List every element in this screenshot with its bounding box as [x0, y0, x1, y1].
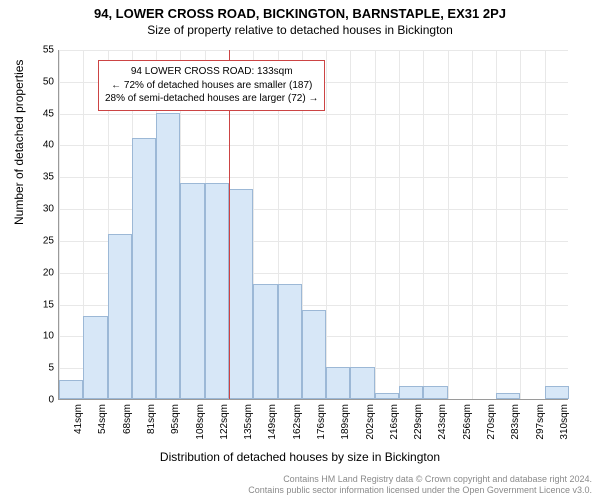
- x-tick-label: 162sqm: [292, 404, 303, 440]
- x-tick-label: 256sqm: [462, 404, 473, 440]
- x-tick-label: 95sqm: [170, 404, 181, 434]
- y-tick-label: 5: [26, 363, 54, 374]
- y-tick-label: 0: [26, 395, 54, 406]
- y-tick-label: 35: [26, 172, 54, 183]
- x-tick-label: 108sqm: [195, 404, 206, 440]
- gridline-vertical: [496, 50, 497, 399]
- y-tick-label: 25: [26, 235, 54, 246]
- x-tick-label: 216sqm: [389, 404, 400, 440]
- y-tick-label: 45: [26, 108, 54, 119]
- x-tick-label: 135sqm: [243, 404, 254, 440]
- histogram-bar: [423, 386, 447, 399]
- x-tick-label: 270sqm: [486, 404, 497, 440]
- callout-line: 28% of semi-detached houses are larger (…: [105, 92, 318, 106]
- x-tick-label: 202sqm: [365, 404, 376, 440]
- x-tick-label: 41sqm: [73, 404, 84, 434]
- gridline-vertical: [448, 50, 449, 399]
- y-tick-label: 30: [26, 204, 54, 215]
- y-tick-label: 55: [26, 45, 54, 56]
- x-tick-label: 122sqm: [219, 404, 230, 440]
- gridline-vertical: [423, 50, 424, 399]
- x-axis-label: Distribution of detached houses by size …: [0, 450, 600, 464]
- histogram-bar: [326, 367, 350, 399]
- footer-line: Contains HM Land Registry data © Crown c…: [248, 474, 592, 485]
- histogram-bar: [399, 386, 423, 399]
- footer-line: Contains public sector information licen…: [248, 485, 592, 496]
- histogram-bar: [302, 310, 326, 399]
- histogram-bar: [496, 393, 520, 399]
- histogram-bar: [278, 284, 302, 399]
- chart-subtitle: Size of property relative to detached ho…: [0, 21, 600, 37]
- x-tick-label: 54sqm: [97, 404, 108, 434]
- attribution-footer: Contains HM Land Registry data © Crown c…: [248, 474, 592, 496]
- histogram-bar: [83, 316, 107, 399]
- x-tick-label: 176sqm: [316, 404, 327, 440]
- x-tick-label: 310sqm: [559, 404, 570, 440]
- gridline-vertical: [350, 50, 351, 399]
- gridline-vertical: [375, 50, 376, 399]
- histogram-bar: [205, 183, 229, 399]
- x-tick-label: 149sqm: [267, 404, 278, 440]
- x-tick-label: 68sqm: [122, 404, 133, 434]
- y-tick-label: 50: [26, 76, 54, 87]
- histogram-bar: [156, 113, 180, 399]
- chart-plot-area: 94 LOWER CROSS ROAD: 133sqm ← 72% of det…: [58, 50, 568, 400]
- y-tick-label: 40: [26, 140, 54, 151]
- y-tick-label: 10: [26, 331, 54, 342]
- histogram-bar: [350, 367, 374, 399]
- gridline-vertical: [326, 50, 327, 399]
- gridline-vertical: [545, 50, 546, 399]
- histogram-bar: [545, 386, 569, 399]
- y-axis-label: Number of detached properties: [12, 60, 26, 225]
- histogram-bar: [229, 189, 253, 399]
- gridline-horizontal: [59, 114, 568, 115]
- x-tick-label: 297sqm: [535, 404, 546, 440]
- x-tick-label: 229sqm: [413, 404, 424, 440]
- histogram-bar: [132, 138, 156, 399]
- gridline-vertical: [59, 50, 60, 399]
- histogram-bar: [375, 393, 399, 399]
- callout-line: 94 LOWER CROSS ROAD: 133sqm: [105, 65, 318, 79]
- x-tick-label: 283sqm: [510, 404, 521, 440]
- histogram-bar: [59, 380, 83, 399]
- histogram-bar: [253, 284, 277, 399]
- x-tick-label: 81sqm: [146, 404, 157, 434]
- x-tick-label: 243sqm: [437, 404, 448, 440]
- x-tick-label: 189sqm: [340, 404, 351, 440]
- marker-callout: 94 LOWER CROSS ROAD: 133sqm ← 72% of det…: [98, 60, 325, 111]
- histogram-bar: [180, 183, 204, 399]
- y-tick-label: 20: [26, 267, 54, 278]
- gridline-vertical: [520, 50, 521, 399]
- gridline-vertical: [399, 50, 400, 399]
- callout-line: ← 72% of detached houses are smaller (18…: [105, 79, 318, 93]
- y-tick-label: 15: [26, 299, 54, 310]
- gridline-horizontal: [59, 50, 568, 51]
- histogram-bar: [108, 234, 132, 399]
- chart-title: 94, LOWER CROSS ROAD, BICKINGTON, BARNST…: [0, 0, 600, 21]
- gridline-vertical: [472, 50, 473, 399]
